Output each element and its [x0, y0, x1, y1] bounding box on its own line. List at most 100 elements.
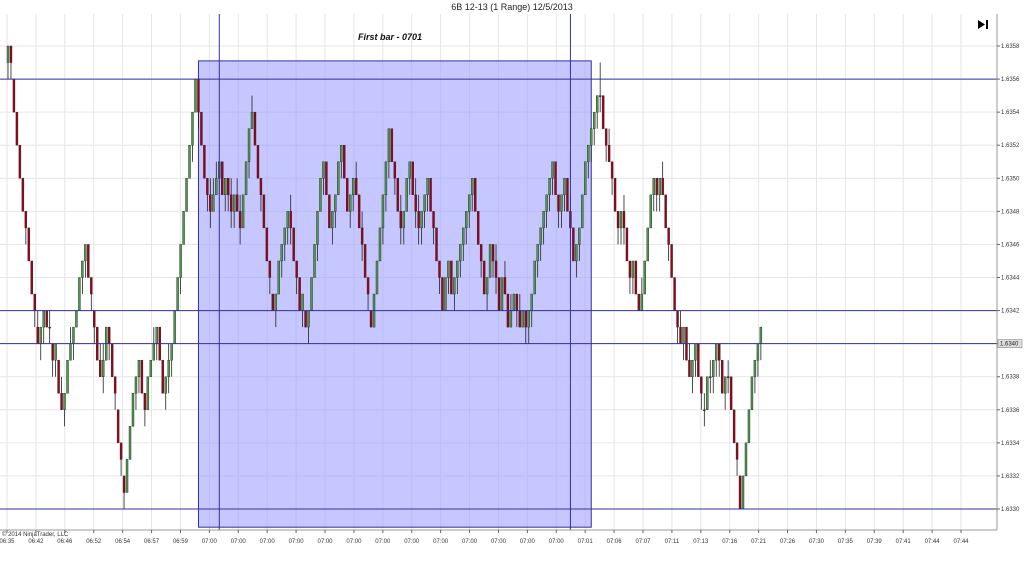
x-tick-label: 07:16 [722, 539, 738, 545]
down-candle-body [229, 194, 233, 212]
down-candle-body [200, 111, 203, 146]
candle [694, 343, 697, 377]
x-tick-label: 07:26 [780, 539, 796, 545]
candle [700, 376, 703, 410]
x-tick-label: 07:00 [260, 539, 276, 545]
candle [206, 178, 209, 212]
candle [63, 393, 66, 427]
down-candle-body [292, 227, 295, 262]
up-candle-body [188, 145, 191, 179]
candle [750, 376, 754, 410]
candle [143, 393, 147, 427]
candle [331, 211, 334, 245]
candle [244, 161, 248, 196]
up-candle-body [575, 244, 578, 262]
down-candle-body [572, 227, 575, 262]
candle [601, 95, 605, 129]
down-candle-body [524, 310, 527, 328]
up-candle-body [509, 310, 513, 328]
down-candle-body [33, 293, 36, 311]
up-candle-body [319, 178, 322, 212]
down-candle-body [616, 211, 620, 229]
down-candle-body [729, 376, 733, 410]
x-tick-label: 07:44 [953, 539, 969, 545]
candle [753, 359, 757, 394]
candle [292, 227, 295, 262]
down-candle-body [441, 277, 444, 311]
down-candle-body [119, 442, 123, 460]
down-candle-body [122, 475, 126, 493]
up-candle-body [176, 277, 179, 311]
candle [134, 376, 138, 410]
candle [268, 260, 272, 295]
candle [12, 78, 16, 113]
candle [587, 145, 590, 179]
down-candle-body [259, 178, 263, 196]
candle [402, 211, 405, 245]
up-candle-body [173, 310, 176, 344]
x-tick-label: 07:00 [231, 539, 247, 545]
x-tick-label: 07:30 [809, 539, 825, 545]
candle [390, 128, 394, 162]
candle [542, 211, 545, 245]
candle [435, 227, 438, 262]
up-candle-body [212, 194, 215, 212]
up-candle-body [530, 293, 533, 311]
candle [212, 178, 215, 212]
candle [6, 45, 10, 80]
candle [42, 310, 45, 344]
candle [36, 310, 39, 344]
down-candle-body [203, 145, 206, 179]
candle [167, 343, 170, 394]
candle [703, 393, 706, 427]
up-candle-body [598, 95, 602, 97]
candle [661, 161, 664, 196]
window-title: 6B 12-13 (1 Range) 12/5/2013 [451, 2, 573, 12]
down-candle-body [393, 161, 397, 179]
up-candle-body [539, 227, 542, 245]
candle [536, 244, 539, 278]
up-candle-body [125, 459, 129, 493]
candle [500, 277, 504, 311]
candle [598, 62, 602, 113]
candle [51, 343, 54, 377]
candle [566, 178, 569, 212]
up-candle-body [182, 211, 185, 245]
down-candle-body [36, 326, 39, 344]
candle [441, 277, 444, 311]
down-candle-body [110, 343, 114, 377]
candle [637, 293, 641, 311]
candle [471, 178, 474, 212]
down-candle-body [411, 161, 414, 196]
candle [462, 227, 465, 261]
candle [90, 277, 93, 311]
up-candle-body [712, 359, 715, 377]
candle [679, 310, 682, 344]
candle [313, 244, 316, 278]
down-candle-body [140, 359, 144, 394]
down-candle-body [673, 277, 676, 311]
candle [560, 194, 563, 228]
x-tick-label: 06:54 [115, 539, 131, 545]
x-tick-label: 06:46 [57, 539, 73, 545]
candle [432, 211, 435, 245]
x-tick-label: 07:00 [317, 539, 333, 545]
up-candle-body [649, 194, 652, 229]
x-tick-label: 07:41 [896, 539, 912, 545]
y-tick-label: 1.6330 [1001, 507, 1020, 513]
down-candle-body [90, 277, 93, 295]
down-candle-body [625, 227, 629, 262]
highlight-layer [197, 60, 592, 528]
candle [238, 194, 242, 245]
candle [209, 178, 212, 228]
candle [203, 145, 206, 179]
candle [604, 128, 608, 162]
candle [286, 211, 289, 245]
skip-to-end-icon[interactable] [978, 20, 988, 29]
down-candle-body [720, 359, 724, 394]
candle [408, 161, 411, 195]
candle [298, 277, 301, 311]
down-candle-body [325, 161, 328, 196]
down-candle-body [304, 310, 307, 328]
